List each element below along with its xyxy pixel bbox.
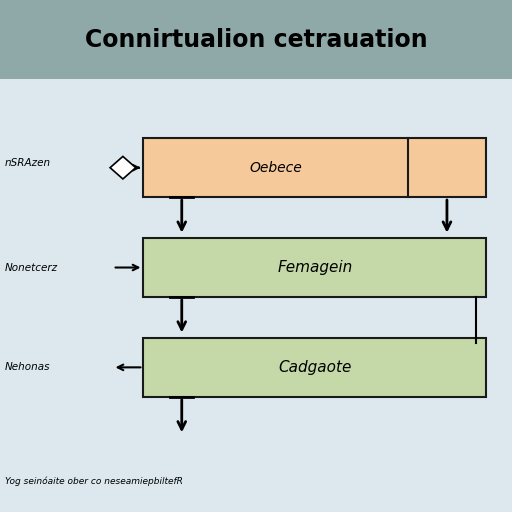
Text: Nehonas: Nehonas — [5, 362, 51, 372]
Text: Connirtualion cetrauation: Connirtualion cetrauation — [84, 28, 428, 52]
Text: Yog seinóaite ober co neseamiepbiltefR: Yog seinóaite ober co neseamiepbiltefR — [5, 477, 183, 486]
FancyBboxPatch shape — [0, 0, 512, 79]
FancyBboxPatch shape — [143, 338, 486, 397]
Text: nSRAzen: nSRAzen — [5, 158, 51, 167]
Text: Femagein: Femagein — [278, 260, 352, 275]
FancyBboxPatch shape — [143, 238, 486, 297]
Polygon shape — [110, 157, 136, 179]
Text: Oebece: Oebece — [249, 161, 302, 175]
FancyBboxPatch shape — [143, 138, 486, 197]
Text: Cadgaote: Cadgaote — [278, 360, 352, 375]
Text: Nonetcerz: Nonetcerz — [5, 263, 58, 272]
